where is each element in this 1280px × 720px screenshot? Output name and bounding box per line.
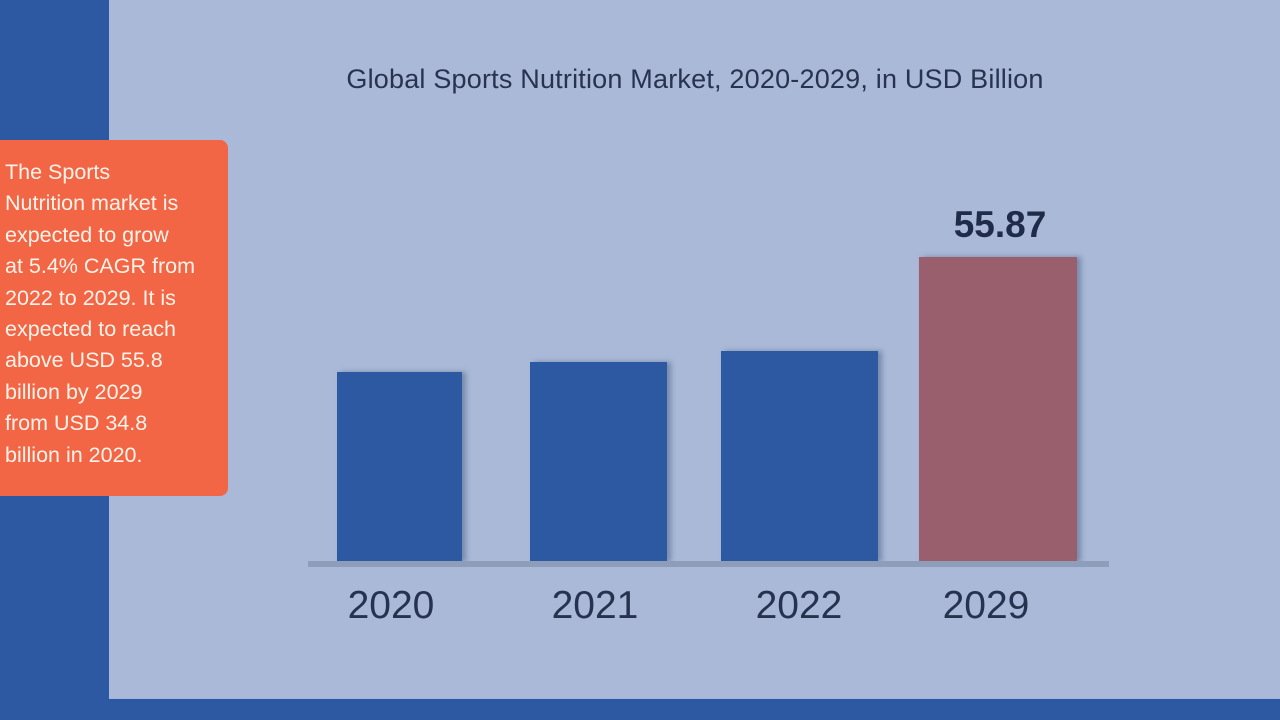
note-line: The Sports [5,160,111,184]
x-tick-label: 2020 [347,584,435,627]
data-label-2029: 55.87 [953,204,1047,245]
note-line: expected to grow [5,222,169,247]
note-line: billion by 2029 [5,379,143,404]
chart-title: Global Sports Nutrition Market, 2020-202… [346,64,1044,94]
x-tick-label: 2021 [551,584,639,627]
note-line: 2022 to 2029. It is [5,285,176,310]
bar-2022 [721,351,878,562]
chart-panel [109,0,1280,699]
x-axis-line [308,561,1109,567]
x-tick-label: 2029 [942,584,1030,627]
note-line: above USD 55.8 [5,348,163,373]
bar-2029 [919,257,1077,562]
summary-note-box: The Sports Nutrition market is expected … [0,140,228,496]
bar-2020 [337,372,462,562]
note-line: Nutrition market is [5,191,179,216]
note-line: from USD 34.8 [5,411,148,436]
note-line: expected to reach [5,317,176,342]
x-tick-label: 2022 [755,584,843,627]
bar-2021 [530,362,667,562]
note-line: at 5.4% CAGR from [5,254,195,279]
note-line: billion in 2020. [5,442,143,467]
